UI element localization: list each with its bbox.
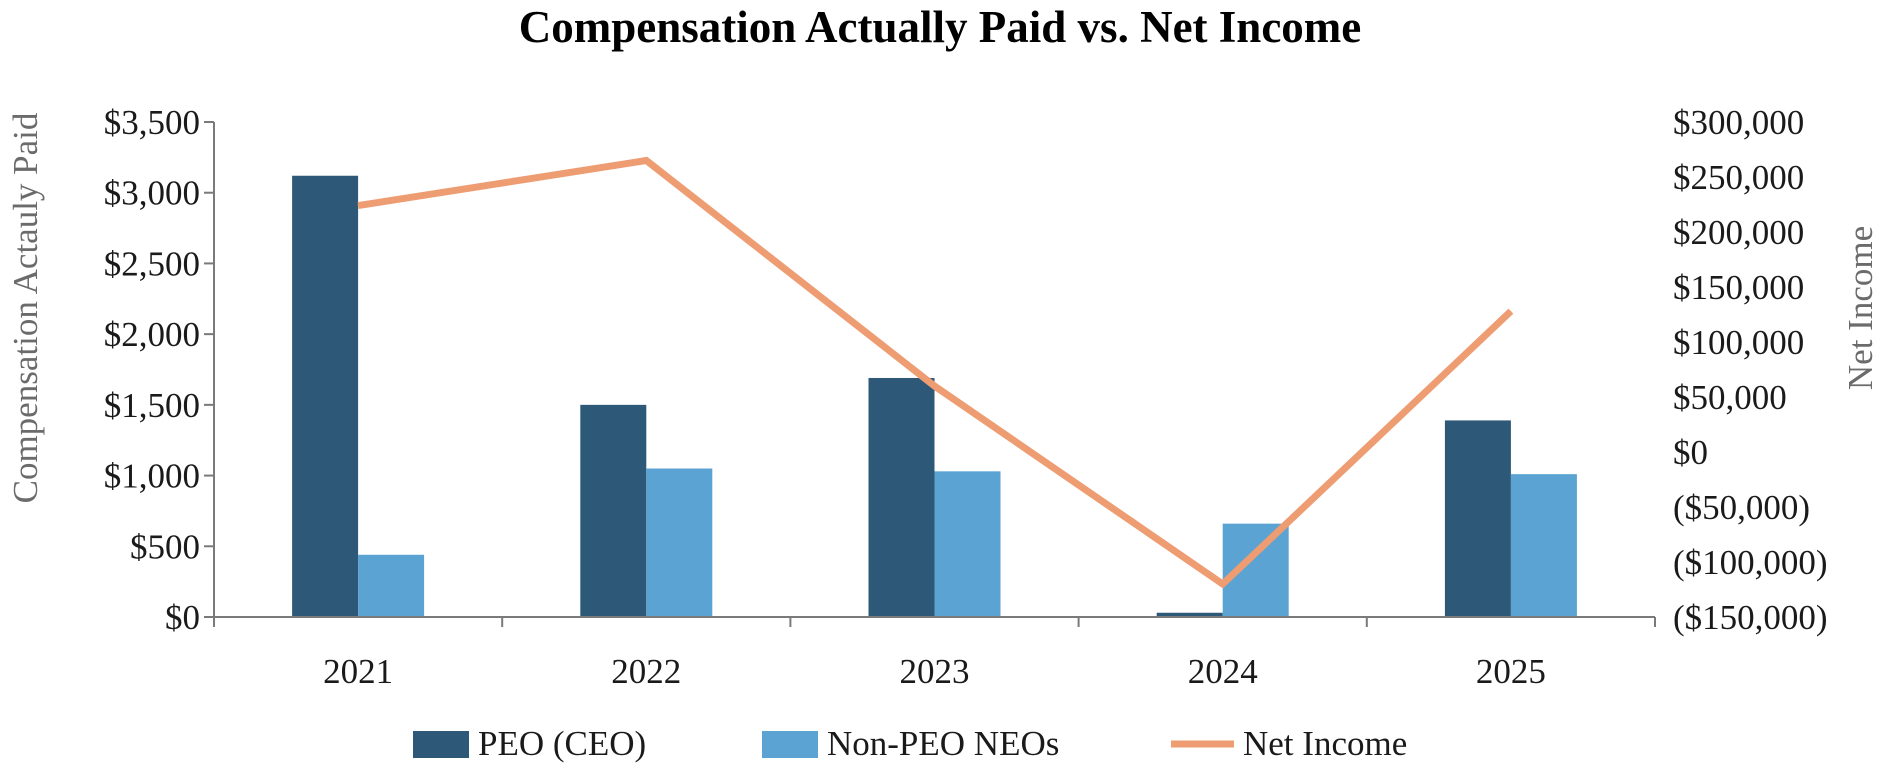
right-tick-label: ($50,000) xyxy=(1673,488,1810,527)
bar-non-peo-2023 xyxy=(934,471,1001,617)
net-income-point-2024 xyxy=(1222,583,1224,585)
left-tick-label: $500 xyxy=(130,527,200,566)
bar-peo-2021 xyxy=(292,175,359,617)
net-income-point-2023 xyxy=(934,385,935,387)
chart-title: Compensation Actually Paid vs. Net Incom… xyxy=(519,2,1362,52)
legend-label-non-peo: Non-PEO NEOs xyxy=(827,724,1059,763)
right-axis-label: Net Income xyxy=(1841,226,1880,390)
right-tick-label: $200,000 xyxy=(1673,213,1804,252)
left-tick-label: $2,000 xyxy=(104,315,200,354)
x-tick-label: 2022 xyxy=(611,652,681,691)
left-tick-label: $3,500 xyxy=(104,103,200,142)
left-axis-ticks: $3,500 $3,000 $2,500 $2,000 $1,500 $1,000 $500… xyxy=(104,103,214,637)
right-tick-label: $300,000 xyxy=(1673,103,1804,142)
bar-peo-2024 xyxy=(1156,612,1223,617)
right-tick-label: $100,000 xyxy=(1673,323,1804,362)
bar-non-peo-2021 xyxy=(358,554,425,617)
left-tick-label: $3,000 xyxy=(104,174,200,213)
right-tick-label: ($100,000) xyxy=(1673,543,1828,582)
legend-label-peo: PEO (CEO) xyxy=(478,724,646,763)
left-axis-label: Compensation Actauly Paid xyxy=(6,112,45,503)
x-tick-label: 2025 xyxy=(1476,652,1546,691)
bar-non-peo-2025 xyxy=(1510,474,1577,617)
right-axis-ticks: $300,000 $250,000 $200,000 $150,000 $100,000… xyxy=(1673,103,1828,637)
left-tick-label: $1,000 xyxy=(104,457,200,496)
legend-swatch-peo xyxy=(413,731,469,758)
net-income-point-2022 xyxy=(645,160,647,161)
x-tick-label: 2021 xyxy=(323,652,393,691)
net-income-point-2025 xyxy=(1510,310,1512,312)
left-tick-label: $2,500 xyxy=(104,244,200,283)
right-tick-label: ($150,000) xyxy=(1673,598,1828,637)
x-tick-label: 2023 xyxy=(900,652,970,691)
legend: PEO (CEO) Non-PEO NEOs Net Income xyxy=(413,724,1407,763)
right-tick-label: $250,000 xyxy=(1673,158,1804,197)
legend-swatch-non-peo xyxy=(762,731,818,758)
legend-label-net-income: Net Income xyxy=(1243,724,1407,763)
bar-peo-2023 xyxy=(868,377,935,617)
bar-peo-2025 xyxy=(1444,420,1511,617)
left-tick-label: $0 xyxy=(165,598,200,637)
right-tick-label: $0 xyxy=(1673,433,1708,472)
right-tick-label: $50,000 xyxy=(1673,378,1787,417)
x-axis-ticks: 2021 2022 2023 2024 2025 xyxy=(213,617,1656,691)
bar-peo-2022 xyxy=(580,404,647,617)
bar-non-peo-2022 xyxy=(646,468,713,617)
net-income-line-layer xyxy=(357,156,1514,589)
net-income-point-2021 xyxy=(357,205,359,207)
x-tick-label: 2024 xyxy=(1188,652,1258,691)
left-tick-label: $1,500 xyxy=(104,386,200,425)
bars xyxy=(292,175,1577,617)
right-tick-label: $150,000 xyxy=(1673,268,1804,307)
